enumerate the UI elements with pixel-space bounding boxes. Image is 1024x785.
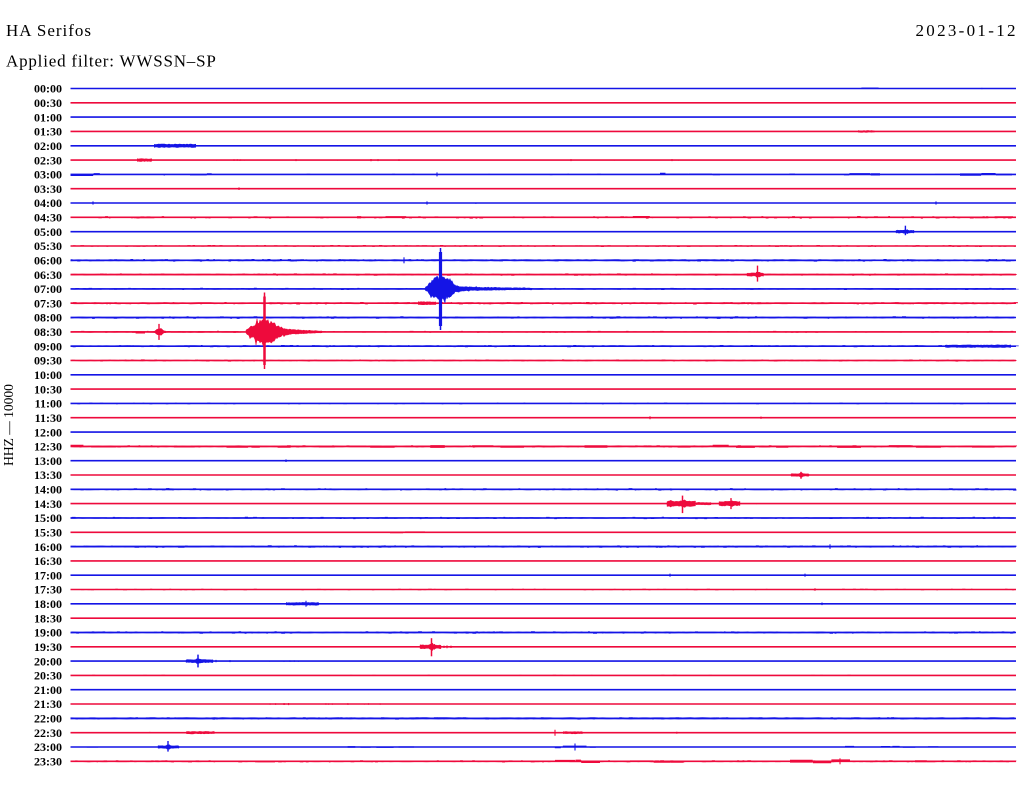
svg-text:15:30: 15:30 — [34, 526, 62, 540]
svg-text:23:00: 23:00 — [34, 740, 62, 754]
svg-text:05:00: 05:00 — [34, 225, 62, 239]
svg-text:00:00: 00:00 — [34, 82, 62, 96]
svg-text:21:00: 21:00 — [34, 683, 62, 697]
svg-text:13:30: 13:30 — [34, 468, 62, 482]
svg-text:03:00: 03:00 — [34, 168, 62, 182]
svg-text:12:30: 12:30 — [34, 440, 62, 454]
svg-text:HHZ — 10000: HHZ — 10000 — [1, 384, 16, 466]
svg-text:02:30: 02:30 — [34, 153, 62, 167]
svg-text:08:00: 08:00 — [34, 311, 62, 325]
svg-text:2023-01-12: 2023-01-12 — [915, 21, 1017, 40]
svg-text:23:30: 23:30 — [34, 755, 62, 769]
svg-text:04:00: 04:00 — [34, 196, 62, 210]
svg-text:20:00: 20:00 — [34, 654, 62, 668]
svg-text:16:30: 16:30 — [34, 554, 62, 568]
svg-text:18:30: 18:30 — [34, 611, 62, 625]
svg-text:00:30: 00:30 — [34, 96, 62, 110]
svg-text:14:30: 14:30 — [34, 497, 62, 511]
svg-text:10:30: 10:30 — [34, 382, 62, 396]
svg-text:11:00: 11:00 — [35, 397, 62, 411]
svg-text:08:30: 08:30 — [34, 325, 62, 339]
svg-text:20:30: 20:30 — [34, 669, 62, 683]
svg-text:12:00: 12:00 — [34, 425, 62, 439]
svg-text:01:00: 01:00 — [34, 110, 62, 124]
svg-text:19:30: 19:30 — [34, 640, 62, 654]
svg-text:13:00: 13:00 — [34, 454, 62, 468]
svg-text:07:30: 07:30 — [34, 296, 62, 310]
svg-text:06:30: 06:30 — [34, 268, 62, 282]
svg-text:03:30: 03:30 — [34, 182, 62, 196]
svg-text:17:30: 17:30 — [34, 583, 62, 597]
svg-text:17:00: 17:00 — [34, 568, 62, 582]
svg-text:10:00: 10:00 — [34, 368, 62, 382]
svg-text:Applied filter: WWSSN–SP: Applied filter: WWSSN–SP — [6, 52, 217, 71]
svg-text:09:30: 09:30 — [34, 354, 62, 368]
svg-text:22:00: 22:00 — [34, 712, 62, 726]
svg-text:19:00: 19:00 — [34, 626, 62, 640]
svg-text:04:30: 04:30 — [34, 211, 62, 225]
svg-text:05:30: 05:30 — [34, 239, 62, 253]
svg-text:11:30: 11:30 — [35, 411, 62, 425]
svg-text:21:30: 21:30 — [34, 697, 62, 711]
svg-text:HA Serifos: HA Serifos — [6, 21, 92, 40]
svg-text:02:00: 02:00 — [34, 139, 62, 153]
svg-text:01:30: 01:30 — [34, 125, 62, 139]
svg-text:14:00: 14:00 — [34, 483, 62, 497]
svg-text:18:00: 18:00 — [34, 597, 62, 611]
svg-text:15:00: 15:00 — [34, 511, 62, 525]
svg-text:22:30: 22:30 — [34, 726, 62, 740]
svg-text:06:00: 06:00 — [34, 254, 62, 268]
svg-text:09:00: 09:00 — [34, 339, 62, 353]
svg-text:07:00: 07:00 — [34, 282, 62, 296]
svg-text:16:00: 16:00 — [34, 540, 62, 554]
